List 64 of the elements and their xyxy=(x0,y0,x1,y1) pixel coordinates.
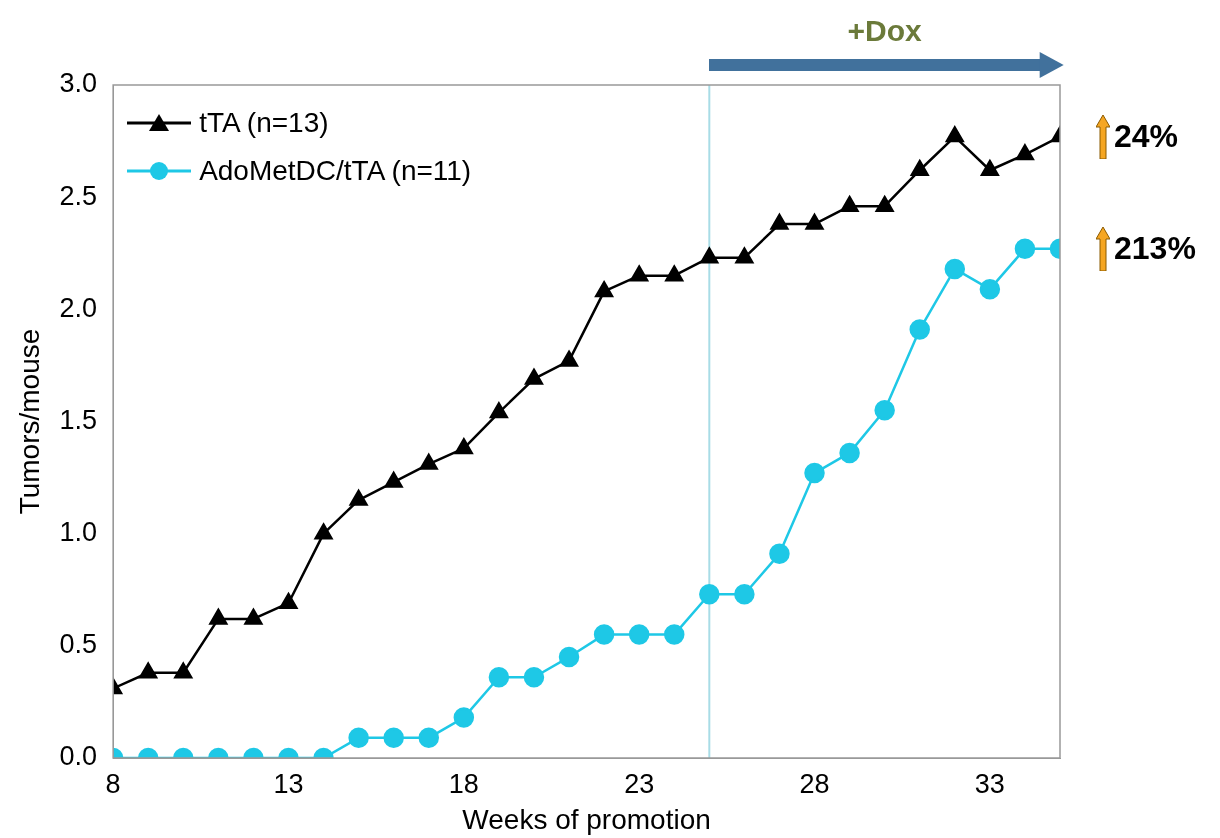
point xyxy=(419,453,438,470)
y-tick-label: 1.5 xyxy=(59,404,98,435)
y-tick-label: 2.5 xyxy=(59,180,98,211)
legend-label: tTA (n=13) xyxy=(199,107,329,139)
point xyxy=(839,442,860,464)
point xyxy=(699,583,720,605)
point xyxy=(558,646,580,668)
y-tick-label: 3.0 xyxy=(59,68,98,99)
point xyxy=(454,438,473,455)
legend-label: AdoMetDC/tTA (n=11) xyxy=(199,155,472,187)
point xyxy=(523,666,545,688)
x-tick-label: 8 xyxy=(105,768,121,799)
y-tick-label: 0.0 xyxy=(59,741,98,772)
x-tick-label: 33 xyxy=(974,768,1005,799)
point xyxy=(314,523,333,540)
point xyxy=(349,489,368,506)
point xyxy=(139,662,158,679)
x-tick-label: 23 xyxy=(624,768,655,799)
text: +Dox xyxy=(846,14,923,48)
y-tick-label: 2.0 xyxy=(59,292,98,323)
point xyxy=(209,608,228,625)
annotation: 24% xyxy=(1114,118,1179,156)
x-tick-label: 18 xyxy=(448,768,479,799)
point xyxy=(244,608,263,625)
point xyxy=(593,624,615,645)
point xyxy=(418,727,440,749)
point xyxy=(910,160,929,176)
point xyxy=(559,350,579,367)
point xyxy=(805,213,824,230)
point xyxy=(489,402,508,419)
point xyxy=(909,319,930,340)
point xyxy=(174,662,193,679)
point xyxy=(630,265,649,282)
point xyxy=(663,624,685,645)
point xyxy=(700,247,719,264)
point xyxy=(1015,144,1034,161)
x-tick-label: 28 xyxy=(799,768,830,799)
point xyxy=(279,592,298,609)
point xyxy=(979,278,1001,300)
point xyxy=(804,462,825,484)
point xyxy=(453,707,475,728)
x-axis-title: Weeks of promotion xyxy=(462,803,711,835)
point xyxy=(769,543,790,565)
point xyxy=(980,160,999,176)
point xyxy=(665,265,684,282)
point xyxy=(770,213,789,230)
y-tick-label: 0.5 xyxy=(59,629,98,660)
point xyxy=(734,583,755,605)
point xyxy=(735,247,754,264)
point xyxy=(840,195,859,212)
point xyxy=(595,281,614,298)
point xyxy=(945,126,964,143)
x-tick-label: 13 xyxy=(273,768,304,799)
point xyxy=(348,727,369,749)
annotation: 213% xyxy=(1114,230,1196,268)
point xyxy=(875,195,894,212)
point xyxy=(628,624,650,645)
point xyxy=(524,368,544,385)
y-tick-label: 1.0 xyxy=(59,517,98,548)
point xyxy=(384,471,403,488)
point xyxy=(874,400,895,421)
point xyxy=(488,666,510,688)
point xyxy=(383,727,404,749)
y-axis-title: Tumors/mouse xyxy=(13,328,45,515)
